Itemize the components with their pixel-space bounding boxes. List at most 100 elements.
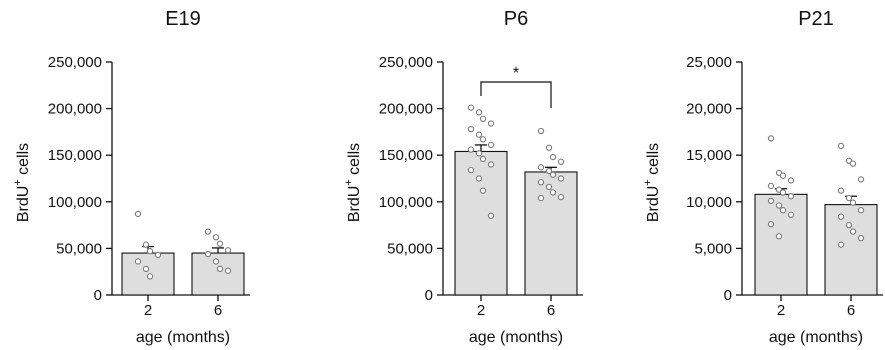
y-tick-label: 20,000 — [686, 101, 732, 118]
data-point — [475, 175, 483, 182]
x-tick-label: 2 — [777, 302, 785, 319]
data-point — [779, 189, 787, 196]
x-tick-label: 6 — [547, 302, 555, 319]
data-point — [154, 251, 162, 259]
significance-marker: * — [513, 65, 519, 82]
data-point — [545, 144, 553, 151]
data-point — [549, 171, 557, 178]
data-point — [767, 221, 775, 228]
data-point — [787, 193, 795, 200]
y-axis-label-superscript: + — [12, 179, 24, 185]
data-point — [475, 109, 483, 116]
y-tick-label: 100,000 — [379, 194, 433, 211]
data-point — [467, 125, 475, 133]
data-point — [775, 233, 783, 240]
data-point — [545, 183, 553, 191]
data-point — [134, 210, 142, 218]
data-point — [479, 187, 487, 194]
data-point — [212, 234, 220, 241]
y-tick-label: 150,000 — [48, 147, 102, 164]
data-point — [837, 241, 845, 248]
data-point — [857, 207, 865, 214]
data-point — [837, 213, 845, 220]
data-point — [837, 142, 845, 150]
data-point — [216, 265, 224, 273]
data-point — [467, 146, 475, 153]
data-point — [487, 120, 495, 127]
panel-title: E19 — [165, 8, 201, 30]
data-point — [204, 228, 212, 235]
y-axis-label-main: BrdU — [15, 186, 32, 222]
x-tick-label: 6 — [214, 302, 222, 319]
data-point — [549, 189, 557, 196]
data-point — [857, 234, 865, 242]
data-point — [857, 176, 865, 183]
x-tick-label: 2 — [144, 302, 152, 319]
y-axis-label-superscript: + — [343, 179, 355, 185]
y-tick-label: 50,000 — [56, 240, 102, 257]
data-point — [475, 131, 483, 138]
data-point — [479, 155, 487, 163]
data-point — [845, 221, 853, 229]
data-point — [216, 240, 224, 247]
data-point — [212, 258, 220, 265]
data-point — [537, 194, 545, 202]
y-tick-label: 0 — [425, 287, 433, 304]
data-point — [767, 182, 775, 190]
data-point — [142, 265, 150, 273]
bar — [824, 204, 878, 296]
data-point — [767, 135, 775, 142]
data-point — [557, 175, 565, 182]
x-axis-label: age (months) — [136, 329, 230, 346]
y-tick-label: 15,000 — [686, 147, 732, 164]
y-tick-label: 150,000 — [379, 147, 433, 164]
data-point — [845, 194, 853, 202]
y-tick-label: 50,000 — [387, 240, 433, 257]
data-point — [549, 153, 557, 161]
data-point — [146, 248, 154, 255]
data-point — [467, 166, 475, 174]
data-point — [779, 172, 787, 179]
data-point — [467, 104, 475, 111]
data-point — [537, 164, 545, 171]
data-point — [767, 197, 775, 205]
x-tick-label: 2 — [477, 302, 485, 319]
y-axis-label: BrdU+ cells — [12, 143, 32, 222]
data-point — [134, 258, 142, 265]
data-point — [224, 267, 232, 274]
y-axis-label-suffix: cells — [645, 143, 662, 179]
data-point — [479, 136, 487, 143]
significance-bracket — [480, 81, 552, 108]
data-point — [849, 199, 857, 206]
y-tick-label: 25,000 — [686, 54, 732, 71]
y-tick-label: 200,000 — [379, 101, 433, 118]
bar — [454, 150, 508, 296]
data-point — [146, 273, 154, 280]
data-point — [779, 207, 787, 214]
data-point — [849, 228, 857, 235]
panel-title: P6 — [504, 8, 528, 30]
data-point — [837, 187, 845, 194]
x-axis-label: age (months) — [769, 329, 863, 346]
y-axis-label: BrdU+ cells — [642, 143, 662, 222]
data-point — [537, 179, 545, 186]
y-axis-label-suffix: cells — [15, 143, 32, 179]
y-tick-label: 250,000 — [379, 54, 433, 71]
data-point — [537, 127, 545, 135]
data-point — [849, 160, 857, 167]
y-axis-label-superscript: + — [642, 179, 654, 185]
y-axis-label-suffix: cells — [346, 143, 363, 179]
data-point — [487, 161, 495, 168]
data-point — [787, 177, 795, 184]
data-point — [787, 211, 795, 218]
y-tick-label: 250,000 — [48, 54, 102, 71]
x-axis-label: age (months) — [469, 329, 563, 346]
data-point — [224, 247, 232, 254]
data-point — [204, 250, 212, 258]
data-point — [487, 212, 495, 219]
y-tick-label: 10,000 — [686, 194, 732, 211]
y-tick-label: 100,000 — [48, 194, 102, 211]
y-tick-label: 0 — [94, 287, 102, 304]
data-point — [475, 150, 483, 157]
data-point — [479, 115, 487, 123]
